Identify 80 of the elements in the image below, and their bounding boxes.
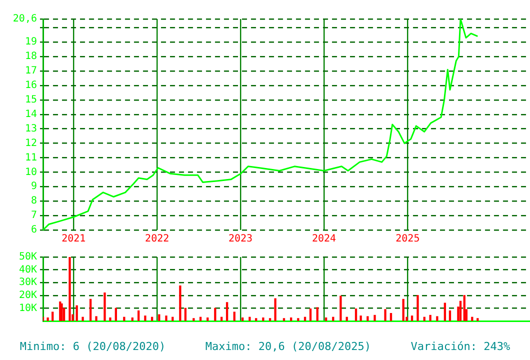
bar bbox=[226, 302, 228, 321]
bar bbox=[360, 316, 362, 321]
y-tick-label: 6 bbox=[30, 224, 37, 236]
bar bbox=[402, 298, 404, 321]
y-tick-label: 20,6 bbox=[12, 14, 37, 25]
bar bbox=[448, 310, 452, 321]
bar bbox=[274, 298, 276, 321]
bar bbox=[309, 308, 312, 321]
bar bbox=[354, 308, 358, 321]
y-tick-label: 10K bbox=[18, 302, 37, 314]
y-tick-label: 9 bbox=[30, 181, 37, 192]
bar bbox=[444, 302, 446, 321]
bar bbox=[76, 305, 78, 321]
bar bbox=[262, 317, 264, 321]
bar bbox=[416, 295, 419, 321]
bar bbox=[233, 312, 236, 321]
bar bbox=[68, 257, 71, 321]
bar bbox=[340, 296, 342, 321]
bar bbox=[184, 308, 187, 321]
y-tick-label: 8 bbox=[30, 196, 37, 207]
x-tick-label: 2023 bbox=[228, 234, 253, 245]
bar bbox=[104, 292, 106, 321]
bar bbox=[179, 285, 182, 321]
text: Minimo: 6 (20/08/2020) bbox=[20, 340, 166, 353]
bar bbox=[316, 307, 318, 321]
y-tick-label: 11 bbox=[24, 152, 37, 164]
y-tick-label: 20K bbox=[18, 290, 37, 301]
bar bbox=[46, 317, 49, 321]
bar bbox=[268, 318, 272, 321]
bar bbox=[436, 316, 438, 321]
y-tick-label: 40K bbox=[18, 264, 37, 276]
bar bbox=[282, 318, 286, 321]
bar bbox=[476, 318, 479, 321]
bar bbox=[144, 316, 146, 321]
bar bbox=[248, 316, 251, 321]
bar bbox=[384, 309, 386, 321]
y-tick-label: 15 bbox=[24, 94, 37, 106]
bar bbox=[374, 314, 376, 321]
bar bbox=[158, 314, 160, 321]
bar bbox=[429, 314, 432, 321]
y-tick-label: 19 bbox=[24, 36, 37, 48]
bar bbox=[463, 295, 466, 321]
bar bbox=[290, 317, 292, 321]
bar bbox=[114, 308, 118, 321]
bar bbox=[366, 316, 369, 321]
bar bbox=[255, 318, 258, 321]
x-tick-label: 2021 bbox=[62, 234, 86, 245]
bar bbox=[214, 308, 216, 321]
y-tick-label: 16 bbox=[24, 80, 37, 92]
bar bbox=[95, 316, 98, 321]
bar bbox=[324, 317, 328, 321]
y-tick-label: 50K bbox=[18, 252, 37, 263]
y-tick-label: 17 bbox=[24, 66, 37, 77]
y-tick-label: 14 bbox=[24, 108, 37, 120]
bar bbox=[62, 308, 66, 321]
y-tick-label: 30K bbox=[18, 277, 37, 288]
x-tick-label: 2022 bbox=[145, 234, 170, 245]
y-tick-label: 12 bbox=[24, 138, 37, 149]
bar bbox=[82, 316, 84, 321]
bar bbox=[242, 317, 244, 321]
y-tick-label: 10 bbox=[24, 166, 37, 178]
bar bbox=[192, 318, 195, 321]
y-tick-label: 13 bbox=[24, 123, 37, 134]
bar bbox=[137, 310, 140, 321]
text: Maximo: 20,6 (20/08/2025) bbox=[205, 340, 371, 353]
x-tick-label: 2024 bbox=[312, 234, 336, 245]
bar bbox=[89, 298, 92, 321]
bar bbox=[297, 318, 300, 321]
bar bbox=[165, 316, 168, 321]
bar bbox=[206, 317, 209, 321]
bar bbox=[52, 312, 54, 321]
bar bbox=[390, 312, 392, 321]
bar bbox=[410, 316, 414, 321]
x-tick-label: 2025 bbox=[396, 234, 420, 245]
y-tick-label: 7 bbox=[30, 210, 37, 222]
bar bbox=[131, 317, 134, 321]
text: Variación: 243% bbox=[410, 340, 510, 353]
y-tick-label: 18 bbox=[24, 51, 37, 62]
bar bbox=[109, 317, 112, 321]
bar bbox=[459, 300, 462, 321]
